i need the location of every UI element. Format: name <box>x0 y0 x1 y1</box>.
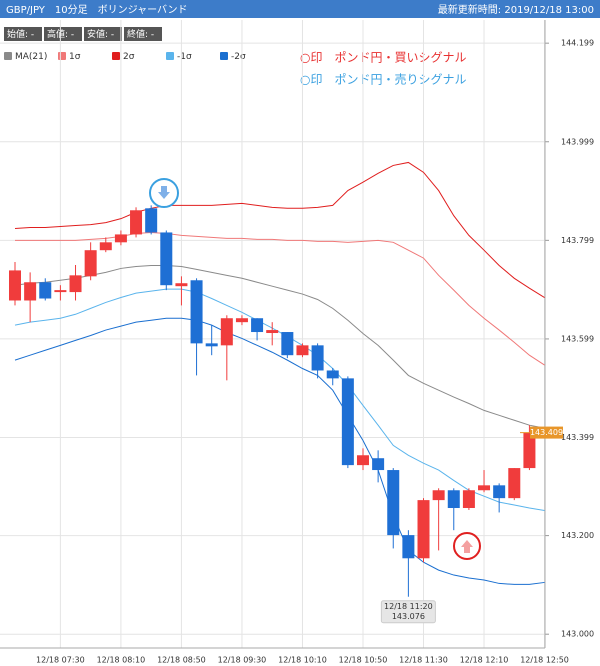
candle-body <box>69 275 82 293</box>
candle-body <box>114 234 127 243</box>
annotation: ○印 ポンド円・売りシグナル <box>300 72 466 87</box>
y-tick-label: 143.999 <box>561 137 594 146</box>
y-tick-label: 143.399 <box>561 433 594 442</box>
y-tick-label: 143.200 <box>561 531 594 540</box>
legend-label: 2σ <box>123 52 135 62</box>
candle-body <box>356 455 369 466</box>
candle-body <box>130 210 143 235</box>
header-bar <box>0 0 600 18</box>
ohlc-box <box>84 27 122 41</box>
candle-body <box>145 208 158 233</box>
x-tick-label: 12/18 10:50 <box>339 656 388 665</box>
candle-body <box>39 282 52 299</box>
ohlc-label: 始値: - <box>7 28 34 40</box>
legend-swatch <box>4 52 12 60</box>
candle-body <box>508 468 521 499</box>
tooltip-time: 12/18 11:20 <box>384 602 433 611</box>
candle-body <box>326 370 339 379</box>
x-tick-label: 12/18 07:30 <box>36 656 85 665</box>
sell-arrow <box>158 186 170 199</box>
tooltip-box <box>380 600 436 624</box>
y-tick-label: 143.000 <box>561 630 594 639</box>
last-price-box <box>530 426 563 439</box>
candle-body <box>478 485 491 491</box>
candle-body <box>296 345 309 356</box>
ohlc-label: 終値: - <box>127 28 154 40</box>
legend-swatch <box>112 52 120 60</box>
candle-body <box>190 280 203 344</box>
legend-label: -2σ <box>231 52 246 62</box>
candle-body <box>447 490 460 509</box>
y-tick-label: 143.799 <box>561 236 594 245</box>
candle-body <box>24 282 37 301</box>
candle-body <box>432 490 445 501</box>
x-tick-label: 12/18 09:30 <box>218 656 267 665</box>
candle-body <box>175 283 188 287</box>
tooltip-value: 143.076 <box>392 612 425 621</box>
candle-body <box>205 343 218 347</box>
candle-body <box>402 535 415 559</box>
last-price-label: 143.409 <box>530 428 563 437</box>
updated-time: 最新更新時間: 2019/12/18 13:00 <box>438 3 594 16</box>
annotation: ○印 ポンド円・買いシグナル <box>300 51 466 65</box>
candle-body <box>417 500 430 559</box>
legend-swatch <box>166 52 174 60</box>
candle-body <box>523 432 536 469</box>
ohlc-box <box>44 27 82 41</box>
legend-label: MA(21) <box>15 52 47 62</box>
candle-body <box>235 318 248 323</box>
candle-body <box>251 318 264 333</box>
x-tick-label: 12/18 08:10 <box>97 656 146 665</box>
buy-arrow <box>461 540 473 553</box>
signal-markers <box>149 178 481 560</box>
candle-body <box>493 485 506 499</box>
legend-swatch <box>220 52 228 60</box>
x-tick-label: 12/18 11:30 <box>399 656 448 665</box>
ohlc-label: 安値: - <box>87 28 114 40</box>
band-line <box>14 161 545 298</box>
candle-body <box>387 470 400 536</box>
legend-label: -1σ <box>177 52 192 62</box>
chart-title: GBP/JPY 10分足 ボリンジャーバンド <box>6 4 188 16</box>
candle-body <box>84 250 97 277</box>
candle-body <box>372 458 385 471</box>
x-tick-label: 12/18 10:10 <box>278 656 327 665</box>
band-line <box>15 231 545 366</box>
candle-body <box>311 345 324 371</box>
legend-label: 1σ <box>69 52 81 62</box>
legend-swatch <box>58 52 66 60</box>
x-tick-label: 12/18 12:10 <box>460 656 509 665</box>
band-line <box>14 288 545 511</box>
y-tick-label: 143.599 <box>561 334 594 343</box>
candle-body <box>220 318 233 346</box>
band-line <box>14 317 545 585</box>
candle-body <box>9 270 21 301</box>
band-line <box>14 264 545 429</box>
y-tick-label: 144.199 <box>561 39 594 48</box>
candle-body <box>281 332 294 356</box>
x-tick-label: 12/18 08:50 <box>157 656 206 665</box>
x-tick-label: 12/18 12:50 <box>520 656 569 665</box>
candle-body <box>54 290 67 293</box>
candle-body <box>341 378 354 466</box>
candle-body <box>160 232 173 286</box>
candle-body <box>462 490 475 509</box>
ohlc-box <box>4 27 42 41</box>
candle-body <box>266 330 279 334</box>
candle-body <box>99 242 112 251</box>
ohlc-box <box>124 27 162 41</box>
